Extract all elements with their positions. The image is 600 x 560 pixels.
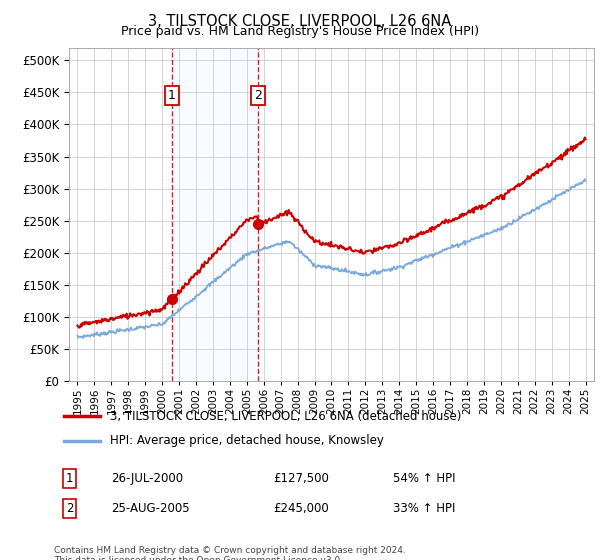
Text: 26-JUL-2000: 26-JUL-2000 [112, 472, 184, 485]
Text: HPI: Average price, detached house, Knowsley: HPI: Average price, detached house, Know… [110, 434, 384, 447]
Text: Contains HM Land Registry data © Crown copyright and database right 2024.
This d: Contains HM Land Registry data © Crown c… [54, 546, 406, 560]
Text: 3, TILSTOCK CLOSE, LIVERPOOL, L26 6NA (detached house): 3, TILSTOCK CLOSE, LIVERPOOL, L26 6NA (d… [110, 409, 461, 423]
Text: 54% ↑ HPI: 54% ↑ HPI [394, 472, 456, 485]
Text: 33% ↑ HPI: 33% ↑ HPI [394, 502, 455, 515]
Text: 1: 1 [66, 472, 73, 485]
Text: Price paid vs. HM Land Registry's House Price Index (HPI): Price paid vs. HM Land Registry's House … [121, 25, 479, 38]
Text: 25-AUG-2005: 25-AUG-2005 [112, 502, 190, 515]
Bar [172, 48, 258, 381]
Text: £245,000: £245,000 [273, 502, 329, 515]
Text: £127,500: £127,500 [273, 472, 329, 485]
Text: 2: 2 [254, 89, 262, 102]
Text: 2: 2 [66, 502, 73, 515]
Text: 1: 1 [168, 89, 176, 102]
Text: 3, TILSTOCK CLOSE, LIVERPOOL, L26 6NA: 3, TILSTOCK CLOSE, LIVERPOOL, L26 6NA [148, 14, 452, 29]
